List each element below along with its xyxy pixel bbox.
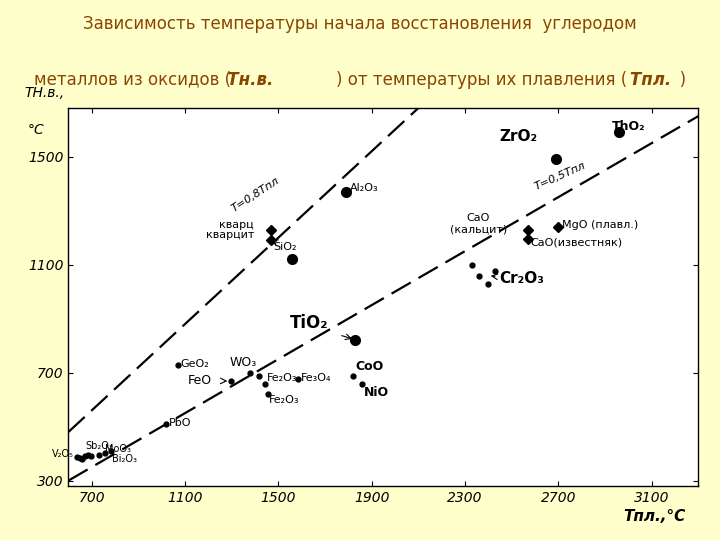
Text: Тн.в.                                                              Тпл.: Тн.в. Тпл. <box>49 71 671 89</box>
Text: ZrO₂: ZrO₂ <box>500 130 538 145</box>
Text: кварцит: кварцит <box>205 230 254 240</box>
Text: Fe₃O₄: Fe₃O₄ <box>301 373 332 383</box>
Text: PbO: PbO <box>168 418 192 428</box>
X-axis label: Тпл.,°С: Тпл.,°С <box>623 509 685 524</box>
Text: V₂O₅: V₂O₅ <box>52 449 73 459</box>
Text: Bi₂O₃: Bi₂O₃ <box>112 454 137 464</box>
Text: NiO: NiO <box>364 386 389 399</box>
Text: °С: °С <box>27 123 44 137</box>
Text: WO₃: WO₃ <box>229 355 256 368</box>
Text: ThO₂: ThO₂ <box>612 120 646 133</box>
Text: MgO (плавл.): MgO (плавл.) <box>562 220 638 229</box>
Text: CaO
(кальцит): CaO (кальцит) <box>450 213 507 235</box>
Text: CoO: CoO <box>355 360 383 373</box>
Text: Cr₂O₃: Cr₂O₃ <box>499 271 544 286</box>
Text: Sb₂O₃: Sb₂O₃ <box>85 441 113 451</box>
Text: FeO: FeO <box>188 374 212 387</box>
Text: GeO₂: GeO₂ <box>181 359 209 369</box>
Text: CaO(известняк): CaO(известняк) <box>531 237 623 247</box>
Text: TiO₂: TiO₂ <box>289 314 328 332</box>
Text: ТН.в.,: ТН.в., <box>24 86 64 100</box>
Text: металлов из оксидов (                    ) от температуры их плавления (        : металлов из оксидов ( ) от температуры и… <box>34 71 686 89</box>
Text: MoO₃: MoO₃ <box>105 444 131 454</box>
Text: Fe₂O₃: Fe₂O₃ <box>269 395 299 405</box>
Text: Fe₂O₃: Fe₂O₃ <box>267 373 297 383</box>
Text: Al₂O₃: Al₂O₃ <box>350 183 378 193</box>
Text: Зависимость температуры начала восстановления  углеродом: Зависимость температуры начала восстанов… <box>83 15 637 33</box>
Text: кварц: кварц <box>220 220 254 231</box>
Text: T=0,8Тпл: T=0,8Тпл <box>230 176 281 214</box>
Text: T=0,5Тпл: T=0,5Тпл <box>533 161 587 192</box>
Text: SiO₂: SiO₂ <box>274 242 297 252</box>
